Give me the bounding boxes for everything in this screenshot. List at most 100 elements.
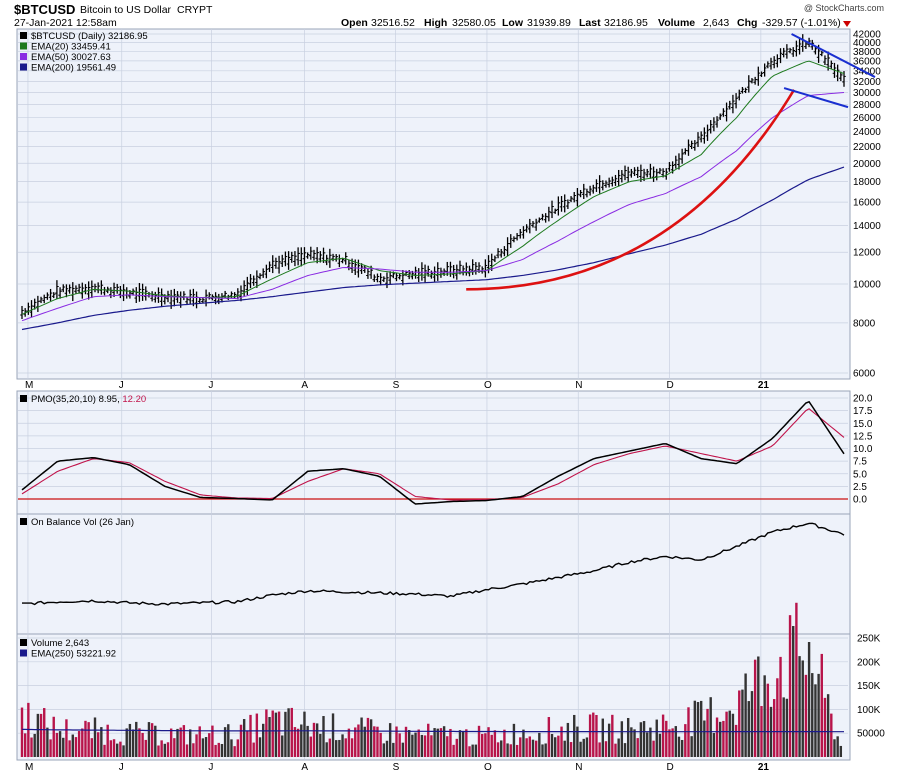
volume-bar	[242, 719, 246, 757]
pmo-y-tick: 5.0	[853, 469, 867, 480]
volume-bar	[560, 726, 563, 757]
volume-bar	[658, 733, 662, 757]
volume-legend-item: Volume 2,643	[31, 638, 89, 649]
volume-bar	[515, 744, 519, 757]
volume-bar	[839, 745, 843, 757]
volume-bar	[350, 738, 354, 757]
volume-bar	[477, 725, 481, 757]
price-y-tick: 8000	[853, 318, 876, 329]
volume-bar	[738, 690, 741, 757]
volume-bar	[65, 719, 68, 757]
volume-bar	[512, 723, 516, 757]
pmo-y-tick: 0.0	[853, 495, 867, 506]
price-y-tick: 40000	[853, 38, 881, 49]
x-axis-label: J	[119, 762, 124, 773]
volume-bar	[131, 729, 135, 757]
volume-y-tick: 150K	[857, 681, 881, 692]
volume-bar	[779, 656, 782, 757]
pmo-y-tick: 10.0	[853, 444, 873, 455]
high-label: High	[424, 17, 447, 29]
pmo-legend: PMO(35,20,10) 8.95, 12.20	[31, 394, 146, 405]
volume-bar	[804, 674, 808, 757]
volume-bar	[833, 739, 836, 757]
volume-y-tick: 200K	[857, 657, 881, 668]
volume-bar	[255, 713, 259, 757]
volume-bar	[169, 728, 173, 757]
volume-bar	[436, 728, 439, 757]
volume-y-tick: 50000	[857, 729, 885, 740]
volume-bar	[461, 730, 465, 757]
volume-bar	[728, 710, 731, 757]
volume-bar	[87, 722, 90, 757]
volume-bar	[373, 726, 376, 757]
volume-bar	[423, 735, 427, 757]
volume-bar	[623, 743, 627, 757]
volume-bar	[785, 698, 789, 757]
y-axis-ticks: 4200040000380003600034000320003000028000…	[853, 30, 885, 740]
volume-bar	[404, 726, 408, 757]
volume-bar	[303, 711, 306, 757]
volume-bar	[214, 744, 217, 757]
volume-bar	[300, 724, 303, 757]
volume-bar	[553, 737, 557, 757]
x-axis-label: M	[25, 380, 33, 391]
volume-bar	[807, 642, 811, 757]
price-y-tick: 26000	[853, 113, 881, 124]
volume-bar	[604, 741, 608, 757]
volume-bar	[420, 734, 424, 757]
volume-bar	[109, 740, 113, 757]
volume-bar	[592, 712, 595, 757]
volume-bar	[74, 737, 78, 757]
volume-bar	[176, 728, 179, 757]
volume-bar	[766, 683, 770, 757]
volume-bar	[709, 697, 712, 757]
volume-bar	[493, 730, 497, 757]
volume-bar	[392, 742, 395, 757]
volume-bar	[655, 719, 658, 757]
volume-bar	[220, 743, 224, 757]
legend-swatch	[20, 639, 27, 646]
price-y-tick: 22000	[853, 142, 881, 153]
pmo-y-tick: 20.0	[853, 394, 873, 405]
volume-bar	[715, 717, 719, 757]
volume-bar	[430, 735, 433, 757]
volume-bar	[23, 733, 27, 757]
volume-bar	[427, 723, 430, 757]
volume-bar	[414, 732, 417, 757]
volume-bar	[811, 673, 814, 757]
volume-bar	[338, 739, 341, 757]
volume-bar	[401, 742, 405, 757]
volume-bar	[163, 743, 167, 757]
price-y-tick: 16000	[853, 198, 881, 209]
volume-bar	[58, 731, 62, 757]
volume-bar	[217, 742, 220, 757]
volume-bar	[125, 728, 128, 757]
volume-bar	[284, 711, 287, 757]
volume-bar	[357, 724, 360, 757]
pmo-signal-line	[21, 408, 845, 501]
volume-bar	[699, 700, 703, 757]
volume-bar	[830, 713, 833, 757]
volume-bar	[690, 736, 693, 757]
x-axis-label: 21	[758, 380, 770, 391]
volume-bar	[642, 721, 646, 757]
volume-bar	[534, 740, 538, 757]
volume-bar	[147, 722, 151, 757]
volume-bar	[579, 741, 582, 757]
volume-bar	[582, 738, 585, 757]
volume-bar	[201, 738, 205, 757]
volume-bar	[173, 738, 176, 757]
volume-bar	[465, 729, 468, 757]
volume-bar	[782, 697, 785, 757]
volume-bar	[468, 746, 471, 757]
volume-bar	[135, 721, 138, 757]
volume-bar	[649, 727, 652, 757]
volume-bar	[360, 717, 363, 757]
volume-bar	[671, 728, 674, 757]
price-y-tick: 14000	[853, 221, 881, 232]
indicator-lines	[18, 33, 876, 733]
volume-bar	[227, 724, 230, 757]
volume-bar	[630, 727, 633, 757]
volume-bar	[208, 733, 211, 757]
